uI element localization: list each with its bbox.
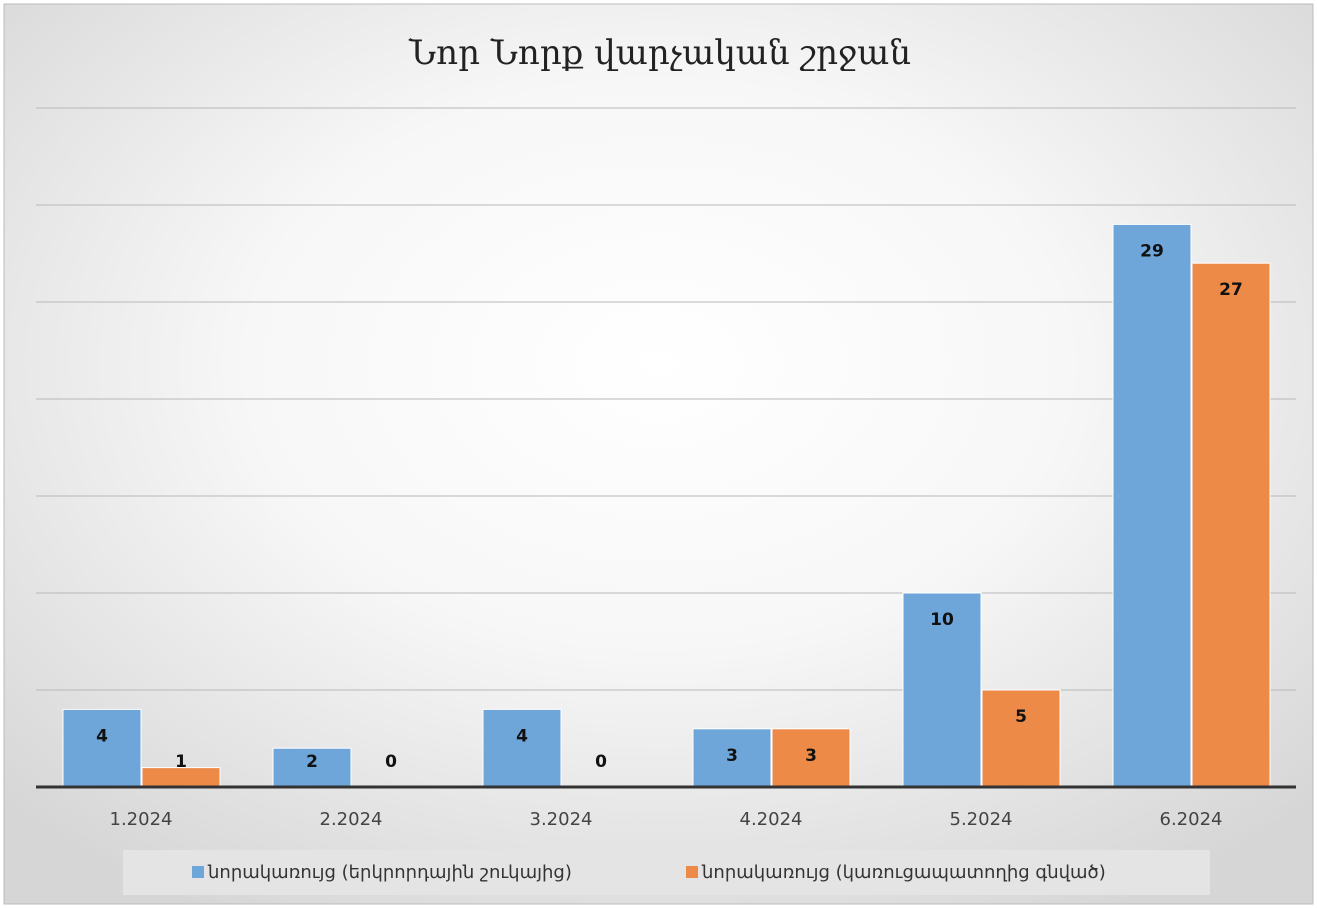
chart-title: Նոր Նորք վարչական շրջան bbox=[408, 33, 911, 73]
bar bbox=[272, 747, 352, 788]
data-label: 3 bbox=[805, 746, 817, 766]
x-tick-label: 5.2024 bbox=[950, 809, 1013, 830]
x-tick-label: 3.2024 bbox=[530, 809, 593, 830]
data-label: 3 bbox=[726, 746, 738, 766]
legend-label: նորակառույց (կառուցապատողից գնված) bbox=[701, 862, 1106, 883]
data-label: 0 bbox=[385, 752, 397, 772]
background bbox=[3, 3, 1314, 905]
x-tick-label: 4.2024 bbox=[740, 809, 803, 830]
data-label: 10 bbox=[930, 610, 954, 630]
bar bbox=[62, 708, 142, 788]
bar bbox=[482, 708, 562, 788]
bar bbox=[902, 592, 982, 788]
x-tick-label: 1.2024 bbox=[110, 809, 173, 830]
legend-label: նորակառույց (երկրորդային շուկայից) bbox=[207, 862, 572, 883]
data-label: 0 bbox=[595, 752, 607, 772]
data-label: 27 bbox=[1219, 280, 1243, 300]
bar bbox=[1112, 223, 1192, 788]
bar bbox=[981, 689, 1061, 788]
bar bbox=[1191, 262, 1271, 788]
data-label: 4 bbox=[516, 726, 528, 746]
bar bbox=[692, 728, 772, 788]
x-tick-label: 6.2024 bbox=[1160, 809, 1223, 830]
data-label: 1 bbox=[175, 752, 187, 772]
x-tick-label: 2.2024 bbox=[320, 809, 383, 830]
data-label: 5 bbox=[1015, 707, 1027, 727]
bar bbox=[771, 728, 851, 788]
legend-swatch bbox=[192, 866, 204, 878]
data-label: 29 bbox=[1140, 241, 1164, 261]
data-label: 2 bbox=[306, 752, 318, 772]
data-label: 4 bbox=[96, 726, 108, 746]
legend-swatch bbox=[686, 866, 698, 878]
legend-box bbox=[123, 850, 1210, 895]
